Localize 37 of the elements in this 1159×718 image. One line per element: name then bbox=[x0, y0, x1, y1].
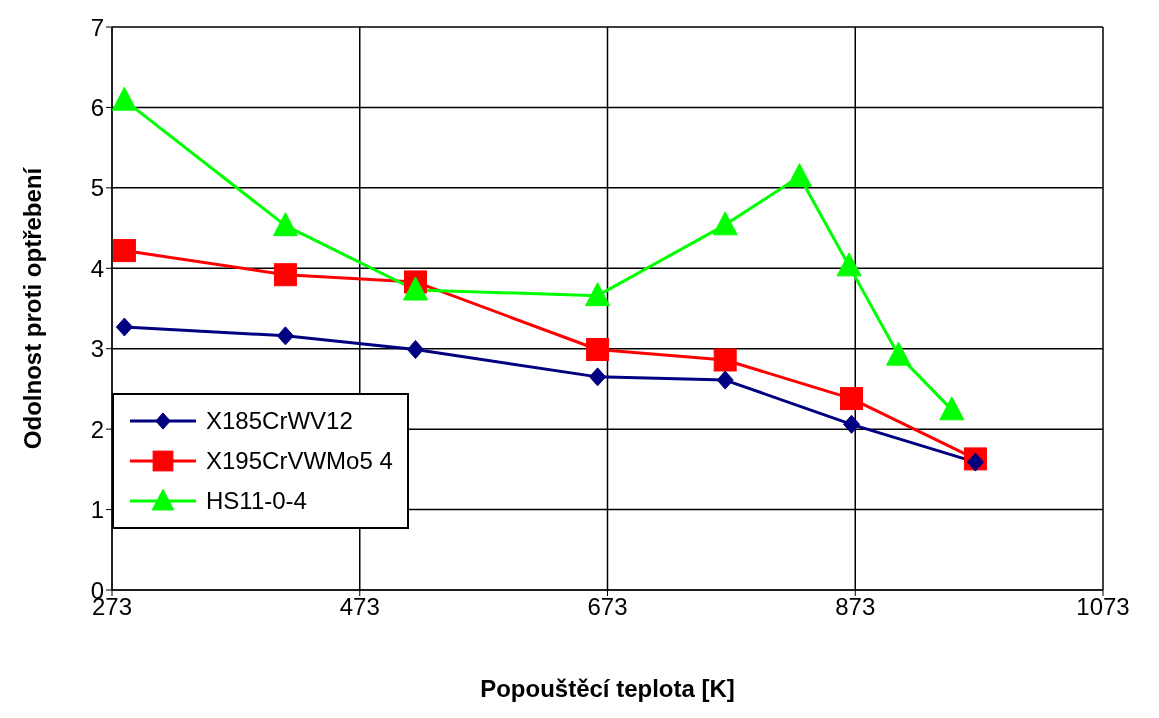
point bbox=[276, 326, 294, 346]
point bbox=[112, 86, 137, 111]
y-tick-label: 1 bbox=[90, 496, 104, 524]
legend-label: X185CrWV12 bbox=[206, 406, 353, 436]
point bbox=[787, 163, 813, 188]
y-tick-label: 2 bbox=[90, 415, 104, 443]
y-tick-label: 4 bbox=[90, 254, 104, 282]
y-tick-label: 6 bbox=[90, 93, 104, 121]
point bbox=[585, 282, 611, 307]
point bbox=[840, 387, 864, 411]
point bbox=[966, 452, 984, 472]
legend-label: X195CrVWMo5 4 bbox=[206, 446, 393, 476]
point bbox=[115, 317, 133, 337]
point bbox=[713, 348, 737, 372]
x-tick-label: 873 bbox=[835, 593, 876, 621]
point bbox=[406, 340, 424, 360]
point bbox=[712, 211, 738, 236]
legend-label: HS11-0-4 bbox=[206, 486, 307, 516]
x-tick-label: 473 bbox=[339, 593, 380, 621]
x-tick-label: 673 bbox=[587, 593, 628, 621]
y-tick-label: 3 bbox=[90, 335, 104, 363]
point bbox=[939, 396, 965, 421]
point bbox=[273, 263, 297, 287]
point bbox=[272, 212, 298, 237]
y-tick-label: 7 bbox=[90, 13, 104, 41]
point bbox=[586, 338, 610, 362]
x-tick-label: 1073 bbox=[1076, 593, 1130, 621]
point bbox=[843, 414, 861, 434]
point bbox=[402, 276, 428, 301]
x-axis-title: Popouštěcí teplota [K] bbox=[480, 675, 735, 703]
point bbox=[716, 370, 734, 390]
y-axis-title: Odolnost proti optřebení bbox=[18, 166, 46, 450]
point bbox=[886, 341, 912, 366]
point bbox=[836, 252, 862, 277]
point bbox=[589, 367, 607, 387]
point bbox=[112, 239, 136, 263]
y-tick-label: 5 bbox=[90, 174, 104, 202]
